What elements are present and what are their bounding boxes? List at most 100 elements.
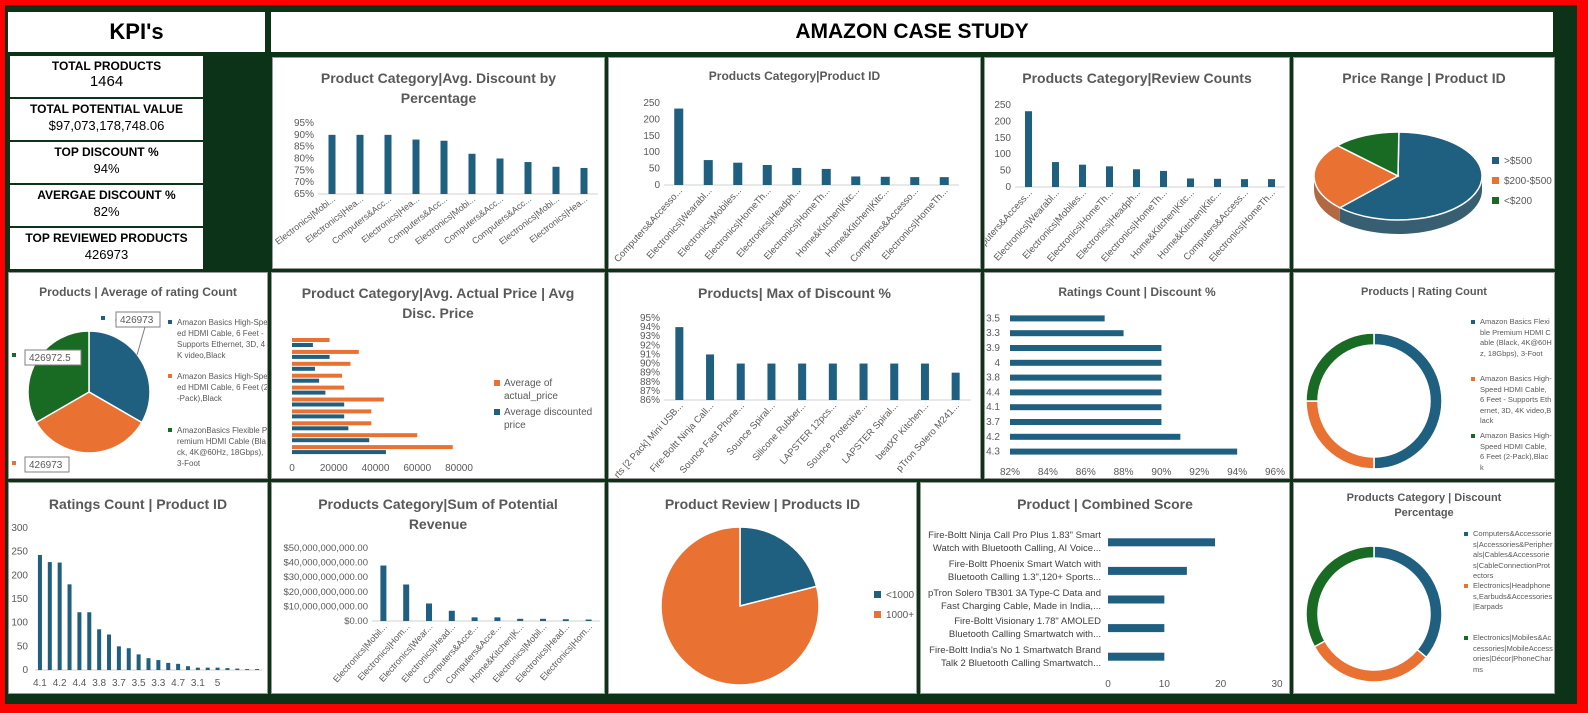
legend-label: Amazon Basics High-Speed HDMI Cable, 6 F… (177, 318, 268, 360)
chart-plot (1313, 131, 1483, 235)
y-tick-label: 150 (994, 133, 1011, 144)
bar (828, 363, 837, 400)
y-tick-label: 0 (1005, 182, 1011, 193)
bar (412, 139, 420, 194)
chart-title: Product Review | Products ID (664, 496, 861, 512)
x-tick-label: 94% (1227, 467, 1247, 478)
bar (116, 646, 121, 670)
legend-label: 1000+ (886, 610, 915, 621)
legend-item: >$500 (1492, 156, 1532, 167)
y-tick-label: 150 (643, 131, 660, 142)
legend-swatch (494, 409, 500, 415)
kpi-total-potential-value: TOTAL POTENTIAL VALUE $97,073,178,748.06 (10, 99, 203, 140)
label-marker (12, 353, 16, 357)
legend-swatch (1492, 197, 1499, 204)
bar (1108, 566, 1187, 575)
bar (580, 167, 588, 194)
chart-plot: 426973 426972.5 426973 (12, 311, 161, 473)
chart-ratings-count-discount: Ratings Count | Discount % 82% 84% 86% 88% 9… (984, 272, 1290, 479)
data-label: 426973 (29, 460, 63, 471)
y-tick-label: 50 (17, 641, 29, 652)
legend-label: Electronics|Headphones,Earbuds&Accessori… (1473, 581, 1553, 611)
y-tick-label: 95% (640, 313, 660, 324)
x-tick-label: 3.7 (112, 678, 126, 689)
y-tick-label: 150 (11, 594, 28, 605)
chart-category-avg-discount: Product Category|Avg. Discount by Percen… (272, 57, 605, 269)
y-tick-label: 94% (640, 322, 660, 333)
bar (1079, 164, 1086, 187)
bar (136, 654, 141, 670)
bar (562, 619, 569, 621)
y-tick-label: $40,000,000,000.00 (283, 558, 368, 569)
x-tick-label: 82% (1000, 467, 1020, 478)
bar (448, 610, 455, 621)
bar (426, 603, 432, 621)
donut-segment (1305, 400, 1375, 470)
y-tick-label: 80% (294, 154, 314, 165)
chart-category-product-id: Products Category|Product ID 0 50 100 150 20… (608, 57, 981, 269)
y-tick-label: 250 (994, 100, 1011, 111)
legend-item: Amazon Basics High-Speed HDMI Cable, 6 F… (1471, 374, 1553, 427)
y-tick-label: Fire-Boltt Visionary 1.78" AMOLED Blueto… (948, 616, 1101, 641)
pie-slice (1313, 144, 1400, 209)
bar (951, 372, 960, 400)
data-label: 426972.5 (29, 353, 71, 364)
legend-swatch (1464, 636, 1468, 640)
bar (328, 134, 336, 194)
bar (255, 669, 260, 670)
bar (1010, 359, 1162, 366)
legend-item: Average of actual_price (494, 377, 604, 403)
legend-swatch (168, 374, 172, 378)
x-tick-label: 30 (1271, 679, 1283, 690)
bar-actual-price (292, 421, 372, 426)
bar (77, 612, 82, 670)
bar (245, 669, 250, 670)
bar (384, 134, 392, 194)
legend-swatch (874, 611, 881, 618)
bar (1108, 538, 1216, 547)
chart-title: Product Category|Avg. Actual Price | Avg… (301, 285, 575, 321)
chart-combined-score: Product | Combined Score 0 10 20 30 Fire-Bo… (920, 482, 1290, 694)
pie-slice (739, 526, 818, 607)
chart-actual-vs-discounted-price: Product Category|Avg. Actual Price | Avg… (271, 272, 605, 479)
chart-plot: $0.00 $10,000,000,000.00 $20,000,000,000.0… (283, 543, 600, 686)
chart-products-max-discount: Products| Max of Discount % 86% 87% 88% 89%… (608, 272, 981, 479)
bar (205, 667, 210, 670)
y-tick-label: $20,000,000,000.00 (283, 587, 368, 598)
bar (792, 167, 802, 185)
bar (1010, 419, 1162, 425)
bar-discounted-price (292, 402, 345, 407)
kpi-label: AVERGAE DISCOUNT % (37, 188, 176, 202)
y-tick-label: 90% (294, 130, 314, 141)
y-tick-label: 300 (11, 523, 28, 534)
bar (1010, 389, 1162, 396)
x-tick-label: 80000 (445, 463, 473, 474)
bar-discounted-price (292, 450, 386, 455)
legend-item: $200-$500 (1492, 176, 1552, 187)
chart-plot: 0 50 100 150 200 250 300 4.1 4.2 4.4 3.8 3.7 3.5 3.3 4… (11, 523, 262, 689)
x-tick-label: 4.1 (33, 678, 47, 689)
chart-category-discount-percentage: Products Category | Discount Percentage … (1293, 482, 1555, 694)
bar (440, 140, 448, 194)
legend-swatch (874, 591, 881, 598)
x-tick-label: 90% (1151, 467, 1171, 478)
bar-actual-price (292, 373, 343, 378)
legend-item: Computers&Accessories|Accessories&Periph… (1464, 529, 1554, 582)
bar (67, 584, 72, 670)
data-label-box (24, 456, 70, 473)
kpi-label: TOTAL POTENTIAL VALUE (30, 102, 183, 116)
bar (1241, 179, 1248, 187)
y-tick-label: $10,000,000,000.00 (283, 601, 368, 612)
bar (225, 668, 230, 670)
dashboard-background: KPI's AMAZON CASE STUDY TOTAL PRODUCTS 14… (5, 5, 1577, 704)
dashboard-title: AMAZON CASE STUDY (271, 12, 1553, 52)
y-tick-label: 100 (643, 147, 660, 158)
data-label: 426973 (120, 315, 154, 326)
legend-label: AmazonBasics Flexible Premium HDMI Cable… (177, 426, 268, 468)
chart-title: Product | Combined Score (1017, 496, 1193, 512)
y-tick-label: 89% (640, 368, 660, 379)
y-tick-label: 3.7 (986, 417, 1000, 428)
y-tick-label: 4.2 (986, 432, 1000, 443)
legend-label: <$200 (1504, 196, 1533, 207)
chart-price-range: Price Range | Product ID >$500 $200-$500 <… (1293, 57, 1555, 269)
